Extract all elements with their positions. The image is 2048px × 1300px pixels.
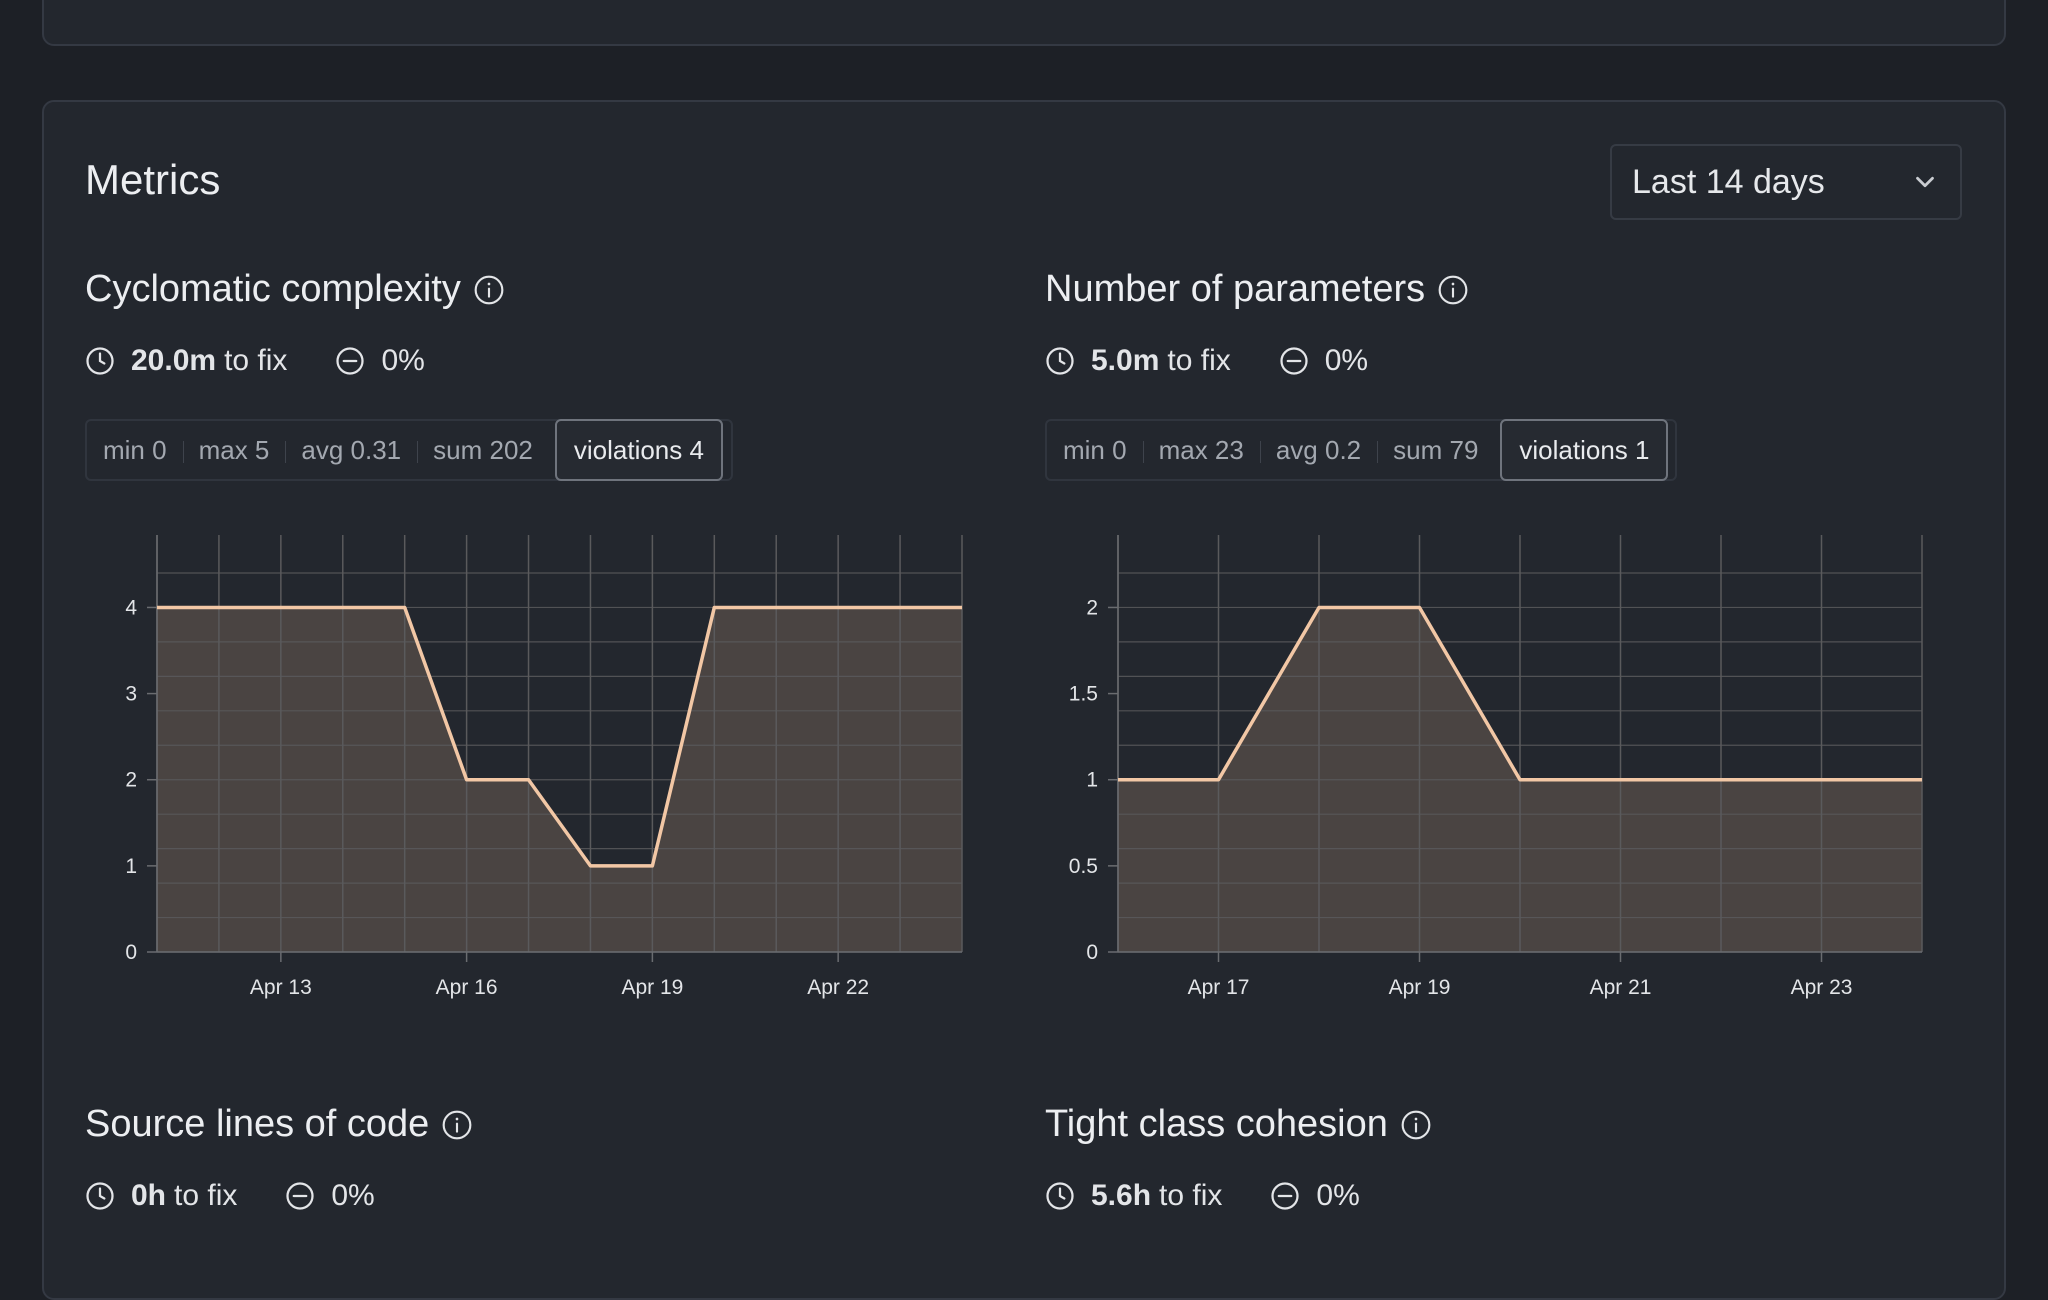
minus-circle-icon [285,1181,315,1211]
chart-cyclomatic-complexity: 0 1 2 3 4 Apr 13 Apr 16 Apr 19 Apr 22 [100,520,980,1010]
fix-row-number-of-parameters: 5.0m to fix 0% [1045,344,1368,378]
stat-sum[interactable]: sum 202 [417,421,549,479]
y-tick-label: 0 [1086,941,1098,964]
metric-title-cyclomatic-complexity: Cyclomatic complexity [85,268,505,311]
stat-avg[interactable]: avg 0.2 [1260,421,1377,479]
clock-icon [1045,1181,1075,1211]
stats-bar-cyclomatic-complexity: min 0 max 5 avg 0.31 sum 202 violations … [85,419,733,481]
metric-title-text: Source lines of code [85,1103,429,1146]
to-fix-label: to fix [1159,1179,1222,1213]
time-to-fix-value: 20.0m [131,344,216,378]
metric-title-number-of-parameters: Number of parameters [1045,268,1469,311]
stat-violations[interactable]: violations 4 [555,419,723,481]
y-tick-label: 1 [1086,769,1098,792]
stat-min[interactable]: min 0 [87,421,183,479]
time-to-fix-value: 5.6h [1091,1179,1151,1213]
info-circle-icon[interactable] [473,274,505,306]
minus-circle-icon [335,346,365,376]
x-tick-label: Apr 16 [436,976,498,999]
minus-circle-icon [1279,346,1309,376]
y-tick-label: 2 [125,769,137,792]
x-tick-label: Apr 21 [1590,976,1652,999]
to-fix-label: to fix [224,344,287,378]
stats-bar-number-of-parameters: min 0 max 23 avg 0.2 sum 79 violations 1 [1045,419,1677,481]
fix-row-cyclomatic-complexity: 20.0m to fix 0% [85,344,425,378]
change-value: 0% [1325,344,1368,378]
fix-row-source-lines-of-code: 0h to fix 0% [85,1179,375,1213]
y-tick-label: 3 [125,683,137,706]
y-tick-label: 1 [125,855,137,878]
stat-avg[interactable]: avg 0.31 [285,421,417,479]
x-tick-label: Apr 23 [1791,976,1853,999]
chevron-down-icon [1910,167,1940,197]
fix-row-tight-class-cohesion: 5.6h to fix 0% [1045,1179,1360,1213]
x-tick-label: Apr 19 [1389,976,1451,999]
y-tick-label: 1.5 [1069,683,1098,706]
metric-title-text: Cyclomatic complexity [85,268,461,311]
info-circle-icon[interactable] [441,1109,473,1141]
metric-title-tight-class-cohesion: Tight class cohesion [1045,1103,1432,1146]
x-tick-label: Apr 19 [621,976,683,999]
clock-icon [85,346,115,376]
stat-max[interactable]: max 23 [1143,421,1260,479]
metrics-heading: Metrics [85,156,220,204]
change-value: 0% [331,1179,374,1213]
previous-section-card [42,0,2006,46]
time-to-fix-value: 0h [131,1179,166,1213]
clock-icon [85,1181,115,1211]
time-to-fix-value: 5.0m [1091,344,1159,378]
stat-min[interactable]: min 0 [1047,421,1143,479]
to-fix-label: to fix [174,1179,237,1213]
date-range-select[interactable]: Last 14 days [1610,144,1962,220]
minus-circle-icon [1270,1181,1300,1211]
info-circle-icon[interactable] [1400,1109,1432,1141]
metric-title-source-lines-of-code: Source lines of code [85,1103,473,1146]
date-range-value: Last 14 days [1632,163,1910,202]
x-tick-label: Apr 13 [250,976,312,999]
change-value: 0% [1316,1179,1359,1213]
clock-icon [1045,346,1075,376]
x-tick-label: Apr 17 [1188,976,1250,999]
metric-title-text: Number of parameters [1045,268,1425,311]
info-circle-icon[interactable] [1437,274,1469,306]
y-tick-label: 0 [125,941,137,964]
y-tick-label: 2 [1086,596,1098,619]
stat-violations[interactable]: violations 1 [1500,419,1668,481]
y-tick-label: 4 [125,596,137,619]
x-tick-label: Apr 22 [807,976,869,999]
change-value: 0% [381,344,424,378]
chart-number-of-parameters: 0 0.5 1 1.5 2 Apr 17 Apr 19 Apr 21 Apr 23 [1045,520,1925,1010]
metric-title-text: Tight class cohesion [1045,1103,1388,1146]
to-fix-label: to fix [1167,344,1230,378]
stat-max[interactable]: max 5 [183,421,286,479]
y-tick-label: 0.5 [1069,855,1098,878]
stat-sum[interactable]: sum 79 [1377,421,1494,479]
